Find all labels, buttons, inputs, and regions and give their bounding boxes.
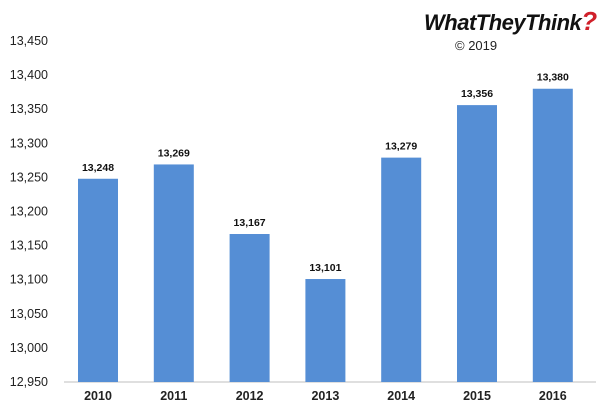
bar-2016 [532, 88, 573, 383]
x-tick-label-2010: 2010 [84, 389, 112, 403]
y-tick-label: 13,400 [10, 68, 48, 82]
x-tick-label-2016: 2016 [539, 389, 567, 403]
y-tick-label: 13,300 [10, 136, 48, 150]
bar-2011 [153, 164, 194, 382]
y-tick-label: 13,250 [10, 170, 48, 184]
data-label-2016: 13,380 [537, 72, 569, 84]
data-label-2015: 13,356 [461, 88, 493, 100]
data-labels: 13,248 13,269 13,167 13,101 13,279 13,356 13,3… [82, 72, 569, 274]
bar-2015 [457, 105, 497, 382]
bar-2013 [305, 279, 346, 382]
data-label-2014: 13,279 [385, 141, 417, 153]
brand-name: WhatTheyThink [424, 10, 582, 35]
data-label-2011: 13,269 [158, 147, 190, 159]
bar-2014 [381, 157, 422, 382]
x-axis-ticks: 2010 2011 2012 2013 2014 2015 2016 [84, 389, 567, 403]
y-tick-label: 12,950 [10, 375, 48, 389]
copyright-text: © 2019 [455, 38, 498, 53]
brand-question-mark: ? [581, 6, 597, 36]
bar-2012 [229, 234, 270, 382]
data-label-2010: 13,248 [82, 162, 114, 174]
y-axis-ticks: 12,950 13,000 13,050 13,100 13,150 13,200 13,2… [10, 34, 48, 389]
bar-2010 [78, 178, 118, 382]
data-label-2013: 13,101 [309, 262, 341, 274]
x-tick-label-2012: 2012 [236, 389, 264, 403]
bars [78, 88, 573, 383]
x-tick-label-2013: 2013 [311, 389, 339, 403]
x-tick-label-2015: 2015 [463, 389, 491, 403]
brand-logo: WhatTheyThink? [424, 6, 597, 36]
y-tick-label: 13,150 [10, 239, 48, 253]
y-tick-label: 13,050 [10, 307, 48, 321]
y-tick-label: 13,450 [10, 34, 48, 48]
y-tick-label: 13,100 [10, 273, 48, 287]
x-tick-label-2014: 2014 [387, 389, 415, 403]
y-tick-label: 13,200 [10, 205, 48, 219]
data-label-2012: 13,167 [234, 217, 266, 229]
x-tick-label-2011: 2011 [160, 389, 187, 403]
y-tick-label: 13,000 [10, 341, 48, 355]
y-tick-label: 13,350 [10, 102, 48, 116]
